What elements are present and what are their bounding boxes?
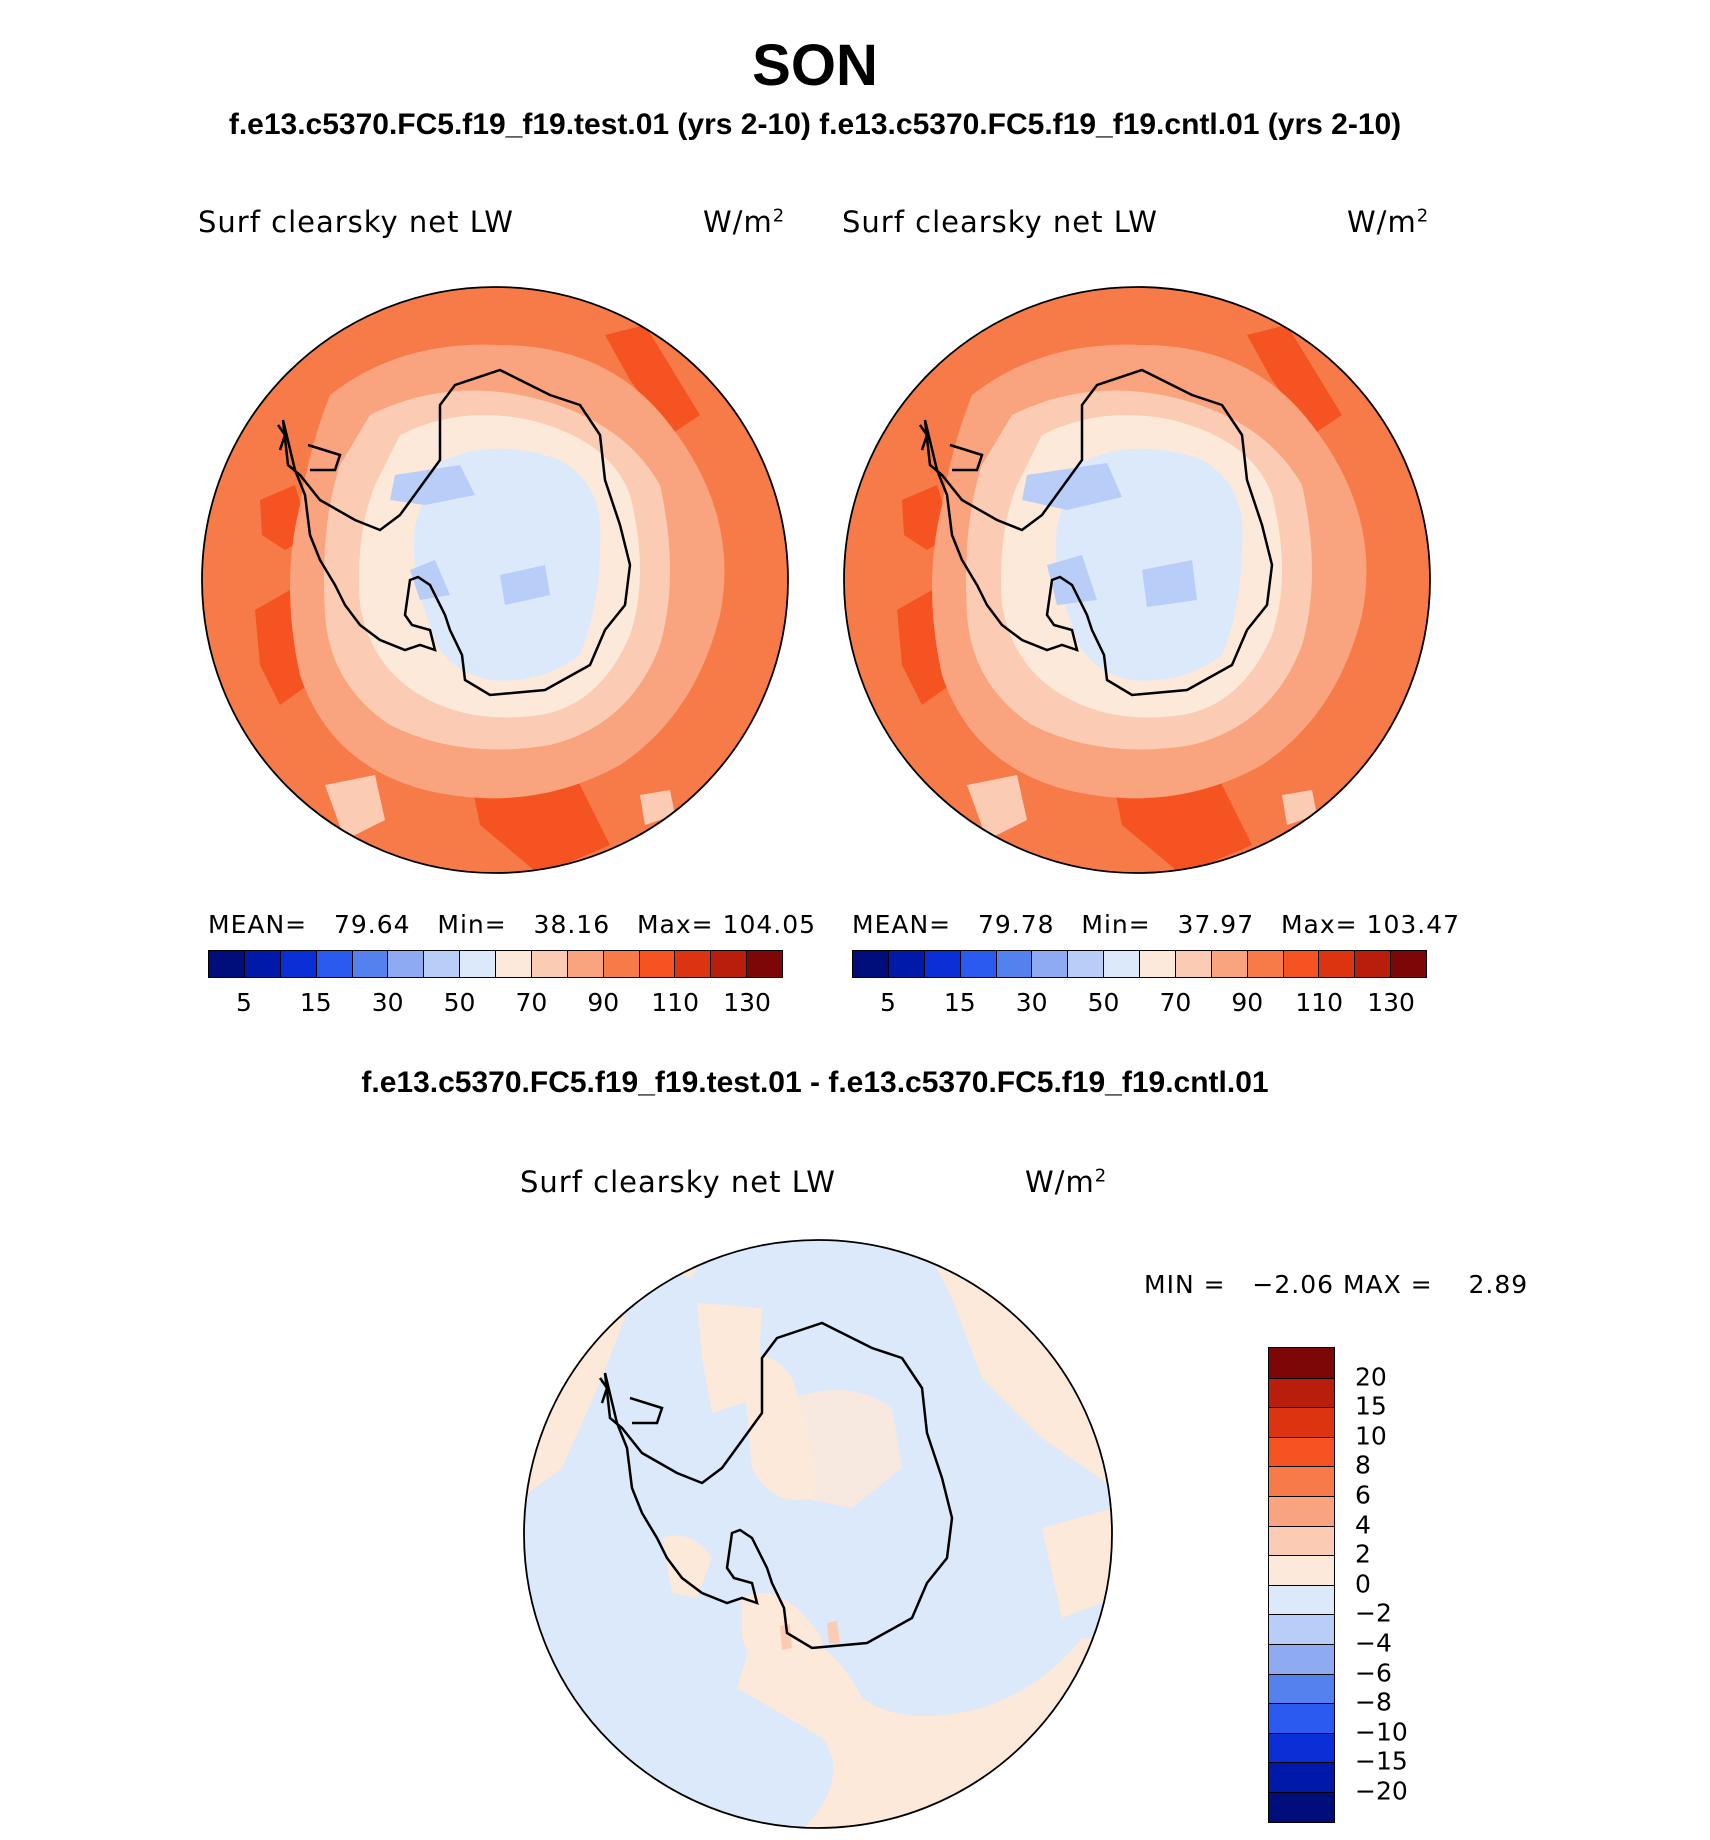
colorbar-swatch	[887, 951, 924, 977]
colorbar-tick-label: 6	[1355, 1480, 1371, 1510]
colorbar-tick-label: 50	[443, 988, 476, 1017]
colorbar-tick-label: 30	[371, 988, 404, 1017]
colorbar-tick-label: 70	[1159, 988, 1192, 1017]
colorbar-swatch	[459, 951, 495, 977]
test-units-label: W/m2	[703, 205, 786, 239]
colorbar-tick-label: 2	[1355, 1539, 1371, 1569]
test-colorbar	[208, 950, 783, 978]
colorbar-swatch	[1269, 1466, 1334, 1496]
colorbar-tick-label: 20	[1355, 1362, 1387, 1392]
colorbar-swatch	[1269, 1525, 1334, 1556]
colorbar-swatch	[1174, 951, 1211, 977]
colorbar-tick-label: 8	[1355, 1450, 1371, 1480]
colorbar-tick-label: 5	[879, 988, 896, 1017]
cntl-stats: MEAN= 79.78 Min= 37.97 Max= 103.47	[852, 910, 1461, 939]
colorbar-tick-label: −20	[1355, 1776, 1408, 1806]
colorbar-swatch	[1269, 1703, 1334, 1733]
colorbar-swatch	[1269, 1495, 1334, 1526]
colorbar-swatch	[1354, 951, 1391, 977]
plot-title: SON	[752, 33, 878, 98]
colorbar-tick-label: 90	[587, 988, 620, 1017]
colorbar-tick-label: −8	[1355, 1687, 1392, 1717]
colorbar-tick-label: −2	[1355, 1598, 1392, 1628]
colorbar-tick-label: −6	[1355, 1658, 1392, 1688]
colorbar-tick-label: 130	[723, 988, 771, 1017]
colorbar-tick-label: 4	[1355, 1510, 1371, 1540]
diff-variable-label: Surf clearsky net LW	[520, 1165, 836, 1199]
colorbar-swatch	[1390, 951, 1426, 977]
colorbar-swatch	[1269, 1436, 1334, 1467]
cntl-polar-map	[843, 286, 1431, 874]
colorbar-tick-label: 15	[1355, 1391, 1387, 1421]
colorbar-tick-label: 90	[1231, 988, 1264, 1017]
colorbar-swatch	[853, 951, 888, 977]
colorbar-swatch	[1269, 1377, 1334, 1408]
colorbar-tick-label: 110	[651, 988, 700, 1017]
colorbar-tick-label: 5	[235, 988, 252, 1017]
colorbar-swatch	[209, 951, 244, 977]
colorbar-swatch	[1067, 951, 1104, 977]
colorbar-swatch	[602, 951, 639, 977]
colorbar-swatch	[746, 951, 782, 977]
colorbar-swatch	[1269, 1791, 1334, 1822]
colorbar-tick-label: 70	[515, 988, 548, 1017]
colorbar-swatch	[995, 951, 1032, 977]
diff-colorbar	[1268, 1347, 1335, 1823]
diff-units-label: W/m2	[1025, 1165, 1108, 1199]
diff-polar-map	[523, 1239, 1113, 1829]
colorbar-swatch	[710, 951, 747, 977]
colorbar-swatch	[1318, 951, 1355, 977]
colorbar-tick-label: −4	[1355, 1628, 1392, 1658]
colorbar-swatch	[243, 951, 280, 977]
test-stats: MEAN= 79.64 Min= 38.16 Max= 104.05	[208, 910, 817, 939]
colorbar-swatch	[959, 951, 996, 977]
cntl-units-label: W/m2	[1347, 205, 1430, 239]
colorbar-swatch	[1031, 951, 1068, 977]
colorbar-swatch	[566, 951, 603, 977]
colorbar-tick-label: 0	[1355, 1569, 1371, 1599]
colorbar-tick-label: −15	[1355, 1746, 1408, 1776]
colorbar-swatch	[1282, 951, 1319, 977]
test-variable-label: Surf clearsky net LW	[198, 205, 514, 239]
cases-subtitle: f.e13.c5370.FC5.f19_f19.test.01 (yrs 2-1…	[228, 108, 1402, 141]
colorbar-swatch	[1103, 951, 1139, 977]
colorbar-swatch	[530, 951, 567, 977]
colorbar-swatch	[1210, 951, 1247, 977]
colorbar-swatch	[1269, 1732, 1334, 1763]
colorbar-swatch	[1246, 951, 1283, 977]
colorbar-tick-label: 30	[1015, 988, 1048, 1017]
colorbar-tick-label: 10	[1355, 1421, 1387, 1451]
colorbar-tick-label: 110	[1295, 988, 1344, 1017]
diff-stats: MIN = −2.06 MAX = 2.89	[1144, 1270, 1529, 1299]
colorbar-tick-label: 15	[943, 988, 976, 1017]
colorbar-tick-label: 50	[1087, 988, 1120, 1017]
colorbar-swatch	[1269, 1673, 1334, 1704]
colorbar-swatch	[495, 951, 531, 977]
colorbar-swatch	[279, 951, 316, 977]
colorbar-swatch	[351, 951, 388, 977]
colorbar-swatch	[1269, 1762, 1334, 1792]
colorbar-swatch	[638, 951, 675, 977]
colorbar-swatch	[1269, 1407, 1334, 1437]
colorbar-swatch	[674, 951, 711, 977]
colorbar-swatch	[1269, 1614, 1334, 1644]
colorbar-swatch	[315, 951, 352, 977]
cntl-colorbar	[852, 950, 1427, 978]
colorbar-tick-label: 130	[1367, 988, 1415, 1017]
colorbar-swatch	[423, 951, 460, 977]
colorbar-swatch	[1269, 1555, 1334, 1585]
colorbar-swatch	[1269, 1584, 1334, 1615]
colorbar-swatch	[923, 951, 960, 977]
colorbar-tick-label: 15	[299, 988, 332, 1017]
colorbar-swatch	[1269, 1348, 1334, 1378]
colorbar-swatch	[387, 951, 424, 977]
colorbar-swatch	[1139, 951, 1175, 977]
difference-title: f.e13.c5370.FC5.f19_f19.test.01 - f.e13.…	[361, 1066, 1269, 1099]
colorbar-tick-label: −10	[1355, 1717, 1408, 1747]
colorbar-swatch	[1269, 1643, 1334, 1674]
cntl-variable-label: Surf clearsky net LW	[842, 205, 1158, 239]
test-polar-map	[201, 286, 789, 874]
